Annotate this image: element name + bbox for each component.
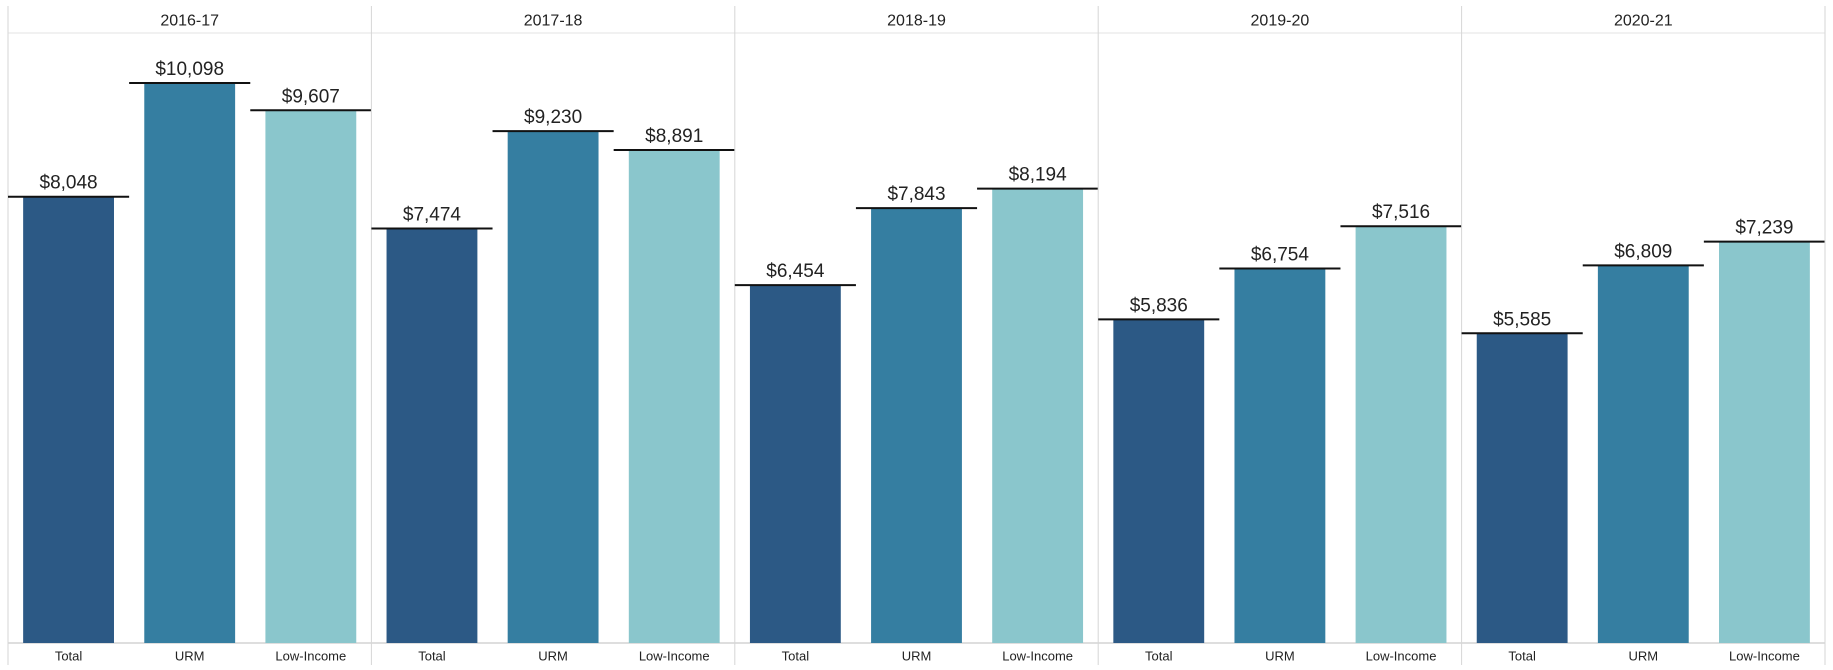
value-label: $9,230 <box>524 107 582 128</box>
x-tick-label: Total <box>782 648 810 663</box>
bar <box>507 131 599 643</box>
value-label: $9,607 <box>282 86 340 107</box>
bar <box>871 208 962 643</box>
x-tick-label: URM <box>1265 648 1295 663</box>
panel-title: 2017-18 <box>524 13 583 30</box>
bar <box>1234 268 1326 643</box>
bar <box>1719 241 1810 643</box>
value-label: $5,585 <box>1493 309 1551 330</box>
value-label: $8,048 <box>40 173 98 194</box>
value-label: $7,239 <box>1735 218 1793 239</box>
x-tick-label: Total <box>1508 648 1536 663</box>
value-label: $7,474 <box>403 205 462 226</box>
x-tick-label: URM <box>1628 648 1658 663</box>
value-label: $6,809 <box>1614 241 1672 262</box>
x-tick-label: Low-Income <box>639 648 710 663</box>
x-tick-label: URM <box>538 648 568 663</box>
value-label: $7,516 <box>1372 202 1430 223</box>
value-label: $8,194 <box>1009 165 1068 186</box>
x-tick-label: Total <box>1145 648 1173 663</box>
x-tick-label: Low-Income <box>1002 648 1073 663</box>
panel-title: 2020-21 <box>1614 13 1673 30</box>
bar <box>386 228 478 644</box>
x-tick-label: Low-Income <box>275 648 346 663</box>
value-label: $10,098 <box>155 59 224 80</box>
value-label: $6,754 <box>1251 244 1310 265</box>
bar <box>1476 333 1568 643</box>
bar <box>1113 319 1205 643</box>
bar <box>749 285 841 643</box>
x-tick-label: URM <box>902 648 932 663</box>
bar <box>1597 265 1689 643</box>
value-label: $5,836 <box>1130 295 1188 316</box>
value-label: $7,843 <box>887 184 945 205</box>
bar <box>144 83 236 643</box>
bar <box>992 188 1084 643</box>
x-tick-label: Total <box>418 648 446 663</box>
x-tick-label: Total <box>55 648 83 663</box>
bar <box>628 149 720 643</box>
bar <box>1355 226 1447 643</box>
x-tick-label: URM <box>175 648 205 663</box>
x-tick-label: Low-Income <box>1366 648 1437 663</box>
bar <box>265 110 357 644</box>
value-label: $6,454 <box>766 261 825 282</box>
bar <box>23 196 114 643</box>
panel-title: 2018-19 <box>887 13 946 30</box>
x-tick-label: Low-Income <box>1729 648 1800 663</box>
panel-title: 2016-17 <box>160 13 219 30</box>
value-label: $8,891 <box>645 126 703 147</box>
panel-title: 2019-20 <box>1251 13 1310 30</box>
